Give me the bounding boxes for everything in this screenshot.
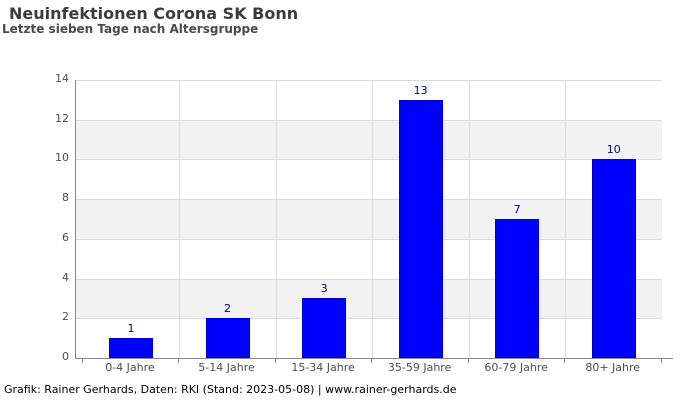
plot-content: 1 2 3 13 7 10 [76, 80, 662, 358]
x-tick-mark [178, 359, 180, 363]
grid-band [76, 119, 662, 160]
h-gridline [76, 159, 662, 161]
h-gridline [76, 318, 662, 320]
chart-subtitle: Letzte sieben Tage nach Altersgruppe [2, 22, 259, 36]
h-gridline [76, 199, 662, 201]
y-tick-label: 0 [62, 350, 69, 363]
v-gridline [179, 80, 181, 358]
h-gridline [76, 80, 662, 81]
grid-band [76, 199, 662, 239]
y-tick-label: 6 [62, 230, 69, 244]
y-tick-label: 8 [62, 191, 69, 205]
y-tick-label: 12 [55, 111, 69, 125]
h-gridline [76, 119, 662, 121]
bar [108, 338, 153, 358]
x-axis-labels: 0-4 Jahre 5-14 Jahre 15-34 Jahre 35-59 Jahr… [75, 361, 672, 375]
y-tick-label: 4 [62, 270, 69, 284]
v-gridline [372, 80, 374, 358]
bar-value-label: 2 [224, 302, 232, 316]
footer-credit: Grafik: Rainer Gerhards, Daten: RKI (Sta… [4, 383, 457, 396]
y-tick-label: 2 [62, 310, 69, 324]
x-tick-label: 5-14 Jahre [198, 361, 255, 374]
x-tick-label: 80+ Jahre [585, 361, 641, 374]
x-tick-mark [371, 359, 373, 363]
bar-value-label: 13 [413, 83, 428, 97]
x-tick-mark [81, 359, 83, 363]
v-gridline [565, 80, 567, 358]
x-tick-mark [274, 359, 276, 363]
bar-value-label: 7 [513, 203, 521, 216]
plot-area: 1 2 3 13 7 10 [75, 80, 673, 359]
bar [591, 159, 636, 358]
bar [398, 99, 443, 358]
x-tick-label: 35-59 Jahre [387, 361, 452, 374]
y-tick-label: 14 [55, 72, 69, 85]
x-tick-label: 15-34 Jahre [291, 361, 355, 374]
h-gridline [76, 238, 662, 240]
v-gridline [275, 80, 277, 358]
bar [205, 318, 250, 358]
x-tick-mark [661, 359, 662, 363]
grid-band [76, 278, 662, 319]
y-axis-labels: 0 2 4 6 8 10 12 14 [0, 72, 69, 363]
h-gridline [76, 278, 662, 280]
v-gridline [468, 80, 470, 358]
x-axis-ticks [75, 359, 672, 363]
x-tick-label: 60-79 Jahre [484, 361, 548, 374]
y-tick-label: 10 [55, 151, 69, 165]
x-tick-label: 0-4 Jahre [105, 361, 155, 374]
x-tick-mark [467, 359, 469, 363]
bar-value-label: 10 [606, 143, 621, 157]
bar-value-label: 1 [127, 322, 135, 336]
bar-value-label: 3 [320, 282, 328, 296]
bar [302, 298, 347, 358]
x-tick-mark [564, 359, 566, 363]
bar [495, 219, 540, 358]
chart-title: Neuinfektionen Corona SK Bonn [9, 4, 299, 23]
